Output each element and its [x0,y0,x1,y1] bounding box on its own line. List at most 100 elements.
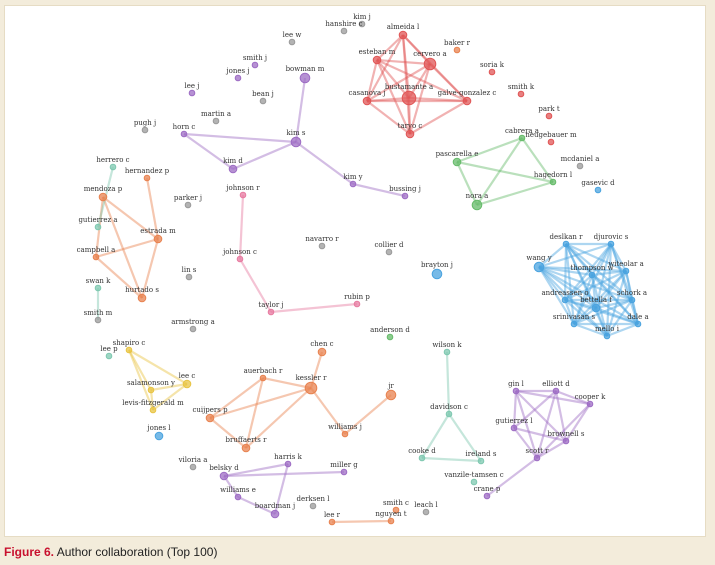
node-label-mendoza-p: mendoza p [84,185,123,193]
edge-djurovic_s-dale_a [609,243,640,325]
node-pascarella-e [452,157,462,167]
node-miller-g [340,468,348,476]
edge-cooper_k-scott_r [536,403,591,459]
edge-thompson_w-bettella_f [590,274,598,309]
node-baker-r [453,46,461,54]
node-label-jr: jr [387,382,394,390]
node-johnson-r [239,191,247,199]
edge-gutierrez_l-brownell_s [513,426,567,443]
edge-djurovic_s-wang_y [538,242,612,269]
node-label-thompson-w: thompson w [570,264,613,272]
edge-almeida_l-esteban_m [376,34,404,61]
node-nguyen-t [387,517,395,525]
edge-kessler_r-bruffaerts_r [245,387,312,449]
node-mendoza-p [98,192,108,202]
node-label-almeida-l: almeida l [387,23,420,31]
node-park-t [545,112,553,120]
node-label-lee-j: lee j [185,82,200,90]
edge-kim_s-kim_d [232,140,297,171]
node-label-wang-y: wang y [526,254,551,262]
node-label-elliott-d: elliott d [542,380,570,388]
node-label-campbell-a: campbell a [77,246,116,254]
node-label-bettella-f: bettella f [580,296,613,304]
node-label-neugebauer-m: neugebauer m [525,131,577,139]
node-label-deslkan-r: deslkan r [550,233,584,241]
node-bruffaerts-r [241,443,251,453]
node-label-kim-s: kim s [287,129,306,137]
node-galve-gonzalez-c [462,96,472,106]
node-wang-y [533,261,545,273]
node-label-martin-a: martin a [201,110,231,118]
node-label-smith-j: smith j [243,54,267,62]
edge-djurovic_s-witeolar_a [610,243,627,272]
edge-gin_l-scott_r [514,390,539,459]
edge-gin_l-brownell_s [515,390,567,442]
node-jr [385,389,397,401]
edge-almeida_l-taryo_c [401,34,412,135]
node-kim-d [228,164,238,174]
edge-djurovic_s-mello_i [605,243,613,337]
edge-deslkan_r-thompson_w [565,243,593,276]
edge-lee_c-levis_fitzgerald_m [152,383,188,411]
node-label-taryo-c: taryo c [398,122,423,130]
edge-esteban_m-cervero_a [376,58,431,66]
node-scott-r [533,454,541,462]
edge-gin_l-cooper_k [515,389,591,406]
node-label-vanzile-tamsen-c: vanzile-tamsen c [443,471,503,479]
edge-almeida_l-bustamante_a [401,34,411,99]
node-williams-j [341,430,349,438]
node-taryo-c [405,129,415,139]
node-bettella-f [591,303,601,313]
node-label-brayton-j: brayton j [421,261,453,269]
figure-number: Figure 6. [4,545,55,559]
node-mello-i [603,332,611,340]
edge-wang_y-witeolar_a [538,265,627,273]
edge-shapiro_c-lee_c [128,349,188,385]
node-lee-c [182,379,192,389]
node-smith-c [392,506,400,514]
node-kessler-r [304,381,318,395]
edge-cooke_d-ireland_s [421,456,482,463]
edge-harris_k-belsky_d [223,462,289,478]
node-label-gasevic-d: gasevic d [581,179,615,187]
edge-wang_y-mello_i [538,266,608,337]
node-williams-e [234,493,242,501]
edge-wang_y-bettella_f [538,266,597,309]
node-label-crane-p: crane p [474,485,501,493]
node-label-djurovic-s: djurovic s [594,233,629,241]
node-smith-k [517,90,525,98]
edge-estrada_m-campbell_a [95,237,159,259]
node-cuijpers-p [205,413,215,423]
edge-djurovic_s-schork_a [609,243,634,301]
edge-witeolar_a-bettella_f [595,270,627,309]
node-leach-l [422,508,430,516]
node-vanzile-tamsen-c [470,478,478,486]
node-label-rubin-p: rubin p [344,293,370,301]
edge-shapiro_c-levis_fitzgerald_m [127,349,155,411]
node-label-mello-i: mello i [595,325,620,333]
node-hanshire-c [340,27,348,35]
collaboration-network: kim j almeida l hanshire c baker r lee w este… [77,13,649,526]
node-soria-k [488,68,496,76]
node-armstrong-a [189,325,197,333]
edge-bowman_m-kim_s [294,77,307,143]
node-label-viloria-a: viloria a [178,456,208,464]
edge-almeida_l-galve_gonzalez_c [402,34,468,102]
edge-lee_c-salamonson_y [150,382,188,392]
node-label-mcdaniel-a: mcdaniel a [561,155,600,163]
node-gutierrez-l [510,424,518,432]
node-label-schork-a: schork a [617,289,647,297]
edge-almeida_l-casanova_j [366,34,404,102]
edge-deslkan_r-schork_a [565,243,633,301]
node-label-miller-g: miller g [330,461,358,469]
edge-horn_c-kim_d [183,133,234,170]
node-label-horn-c: horn c [173,123,196,131]
edge-hernandez_p-estrada_m [145,177,160,240]
edge-cabrera_a-hagedorn_l [521,137,554,183]
edge-bettella_f-srinivasan_s [573,307,597,325]
node-cooke-d [418,454,426,462]
edge-esteban_m-galve_gonzalez_c [376,58,468,103]
edge-djurovic_s-bettella_f [594,243,613,309]
edge-andreassen_o-dale_a [564,298,639,326]
edge-deslkan_r-dale_a [565,243,639,325]
